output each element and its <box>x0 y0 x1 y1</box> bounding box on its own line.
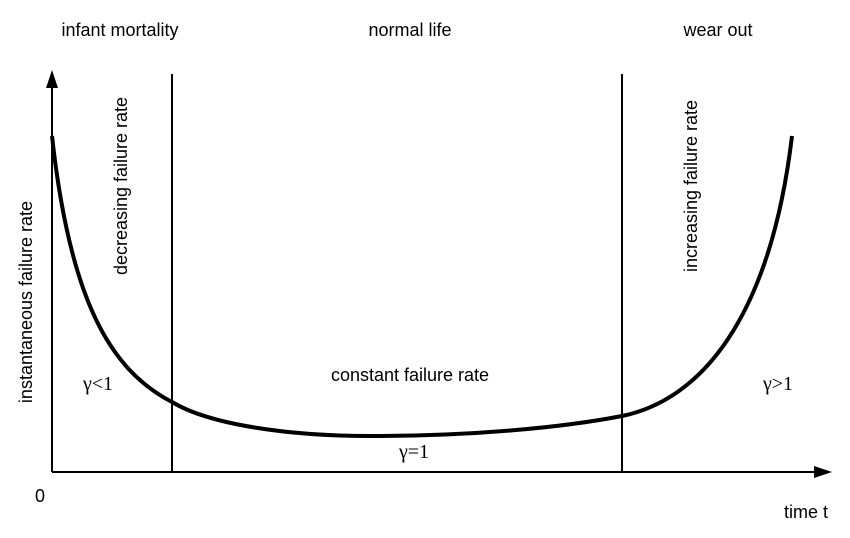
constant-failure-rate-label: constant failure rate <box>331 365 489 385</box>
x-axis-label: time t <box>784 502 828 522</box>
decreasing-failure-rate-label: decreasing failure rate <box>111 97 131 275</box>
phase-title-infant-mortality: infant mortality <box>61 20 178 40</box>
y-axis-arrowhead <box>46 70 58 88</box>
origin-label: 0 <box>35 486 45 506</box>
gamma-equal-one-label: γ=1 <box>398 441 429 463</box>
gamma-less-than-one-label: γ<1 <box>82 373 113 395</box>
failure-rate-curve <box>50 135 794 439</box>
gamma-greater-than-one-label: γ>1 <box>762 373 793 395</box>
increasing-failure-rate-label: increasing failure rate <box>681 100 701 272</box>
phase-title-wear-out: wear out <box>682 20 752 40</box>
y-axis-label: instantaneous failure rate <box>16 201 36 403</box>
phase-title-normal-life: normal life <box>368 20 451 40</box>
x-axis-arrowhead <box>814 466 832 478</box>
